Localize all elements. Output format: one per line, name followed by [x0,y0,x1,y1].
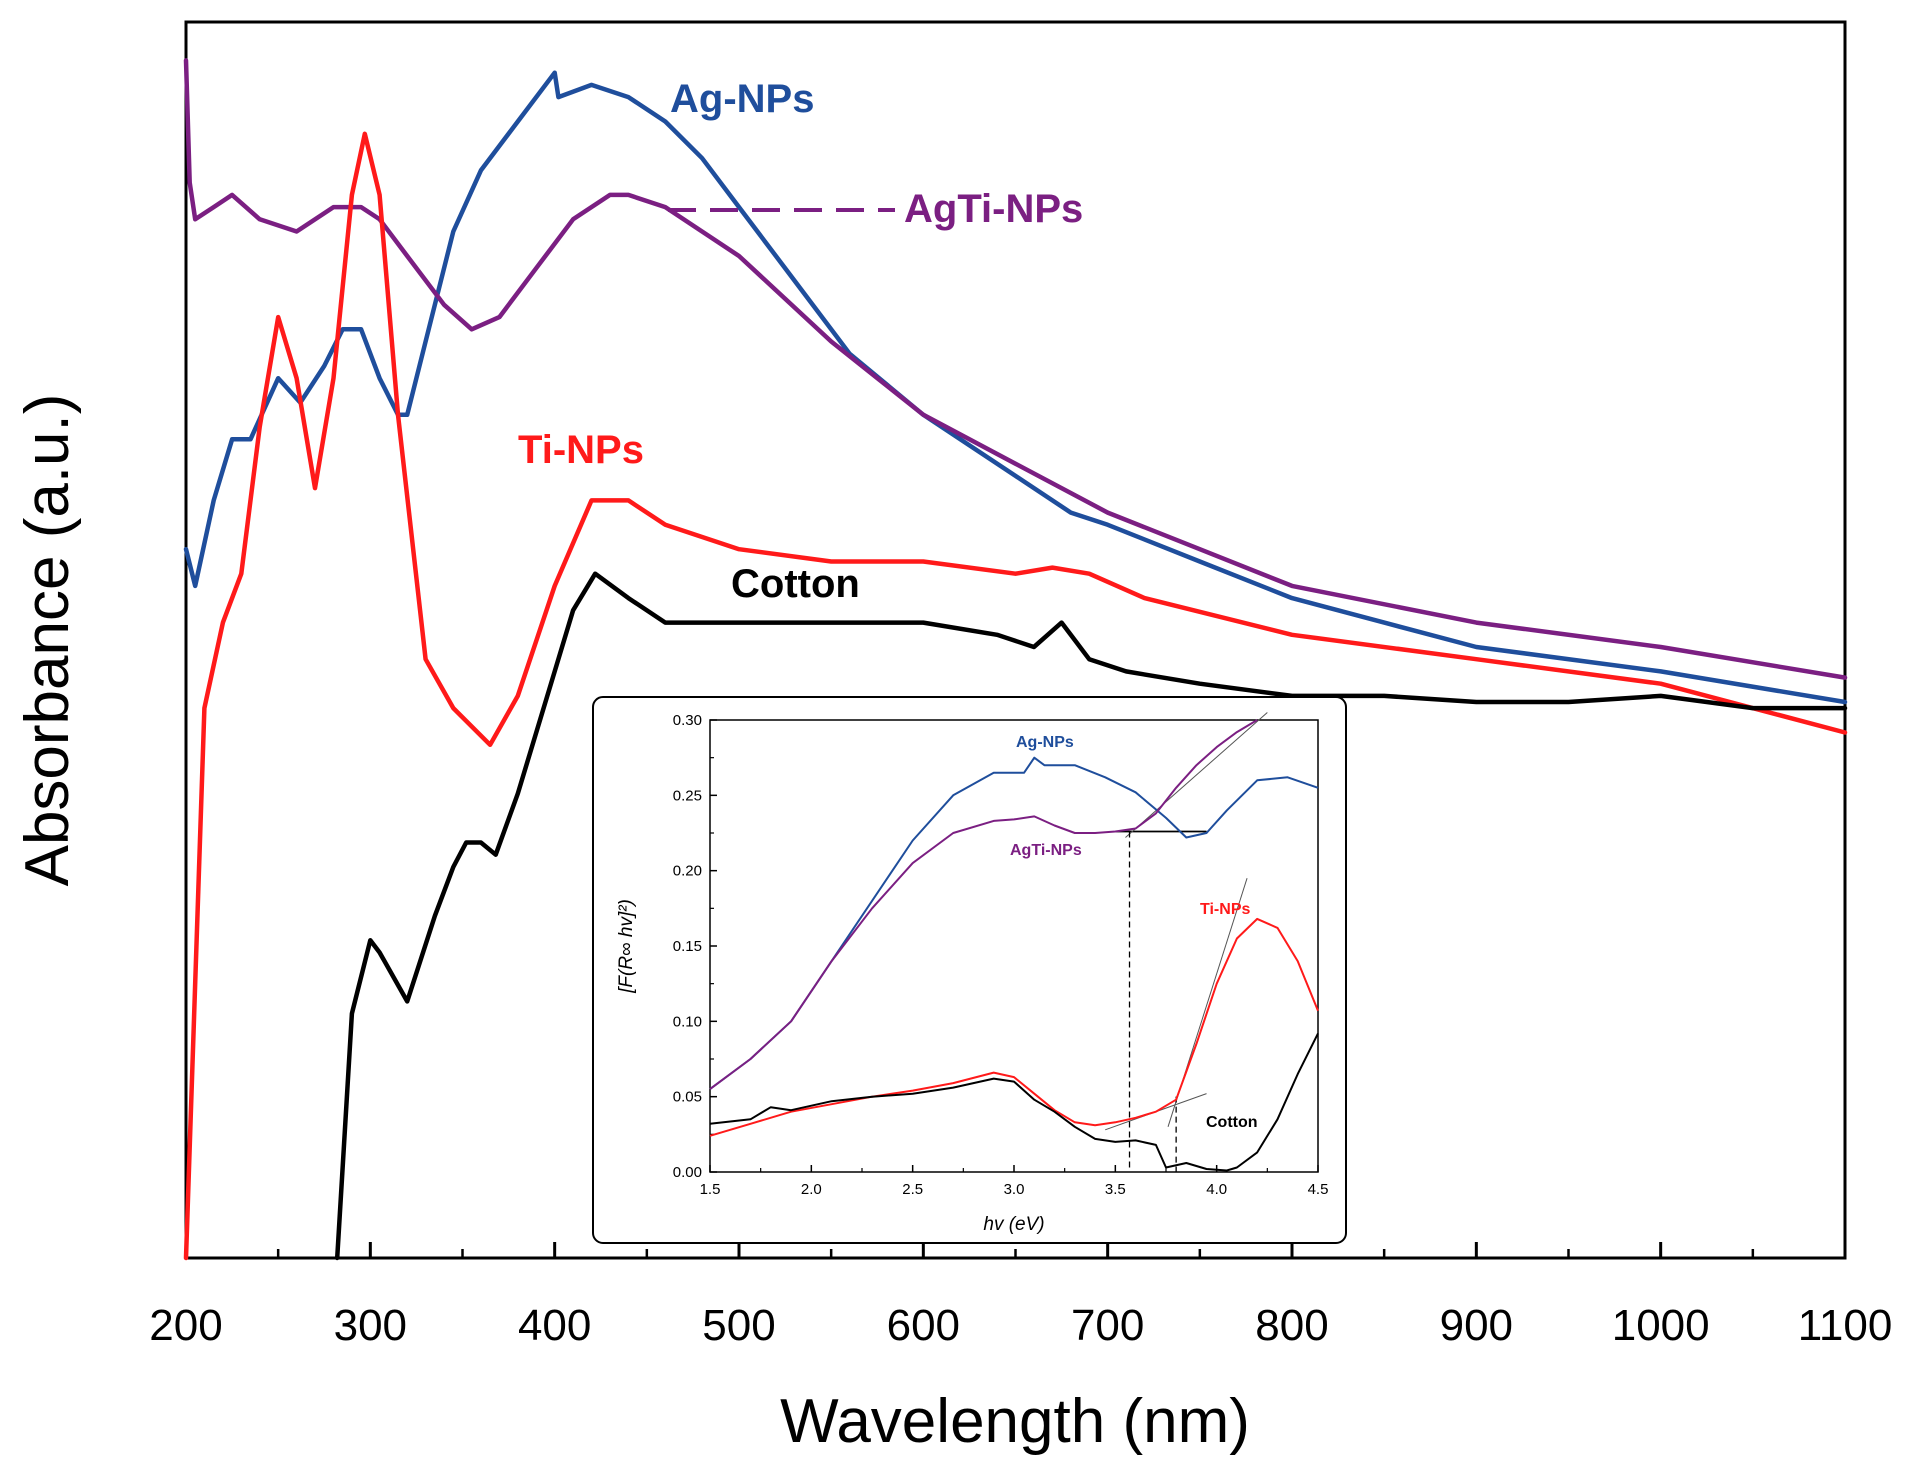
inset-y-tick-label: 0.10 [673,1013,702,1030]
main-x-tick-label: 400 [518,1301,591,1350]
inset-x-tick-label: 2.0 [801,1181,822,1198]
main-series-group [183,58,1848,1261]
main-x-ticks: 200 300 400 500 600 700 800 900 1000 1100 [149,1242,1892,1350]
main-x-tick-label: 1000 [1612,1301,1710,1350]
inset-label-ag-nps: Ag-NPs [1016,734,1074,751]
inset-y-axis-title: [F(R∞ hv]²) [616,899,637,994]
inset-label-cotton: Cotton [1206,1114,1258,1131]
inset-x-tick-label: 1.5 [700,1181,721,1198]
inset-ticks: 1.5 2.0 2.5 3.0 3.5 4.0 4.5 0.00 0.05 0.10 0.15 0.2… [673,712,1329,1198]
inset-series-group [709,719,1319,1172]
main-y-axis-title: Absorbance (a.u.) [13,394,82,887]
fit-line-agti-nps-tangent [1125,712,1268,838]
label-cotton: Cotton [731,562,860,606]
main-x-tick-label: 900 [1440,1301,1513,1350]
inset-y-tick-label: 0.05 [673,1089,702,1106]
inset-series-line-ag-nps [709,756,1319,1090]
inset-series-line-agti-nps [709,719,1258,1090]
inset-y-tick-label: 0.00 [673,1164,702,1181]
main-x-tick-label: 700 [1071,1301,1144,1350]
label-ag-nps: Ag-NPs [670,77,814,121]
main-x-tick-label: 500 [702,1301,775,1350]
series-line-cotton [334,571,1848,1261]
inset-x-axis-title: hv (eV) [983,1214,1044,1235]
inset-plot: 1.5 2.0 2.5 3.0 3.5 4.0 4.5 0.00 0.05 0.10 0.15 0.2… [592,696,1347,1244]
inset-box [592,696,1347,1244]
inset-x-tick-label: 3.5 [1105,1181,1126,1198]
main-x-tick-label: 200 [149,1301,222,1350]
main-x-tick-label: 300 [334,1301,407,1350]
inset-y-tick-label: 0.15 [673,938,702,955]
inset-x-tick-label: 2.5 [902,1181,923,1198]
series-line-ti-nps [183,131,1848,1261]
inset-series-labels: Ag-NPs AgTi-NPs Ti-NPs Cotton [1010,734,1258,1131]
label-agti-nps: AgTi-NPs [904,187,1083,231]
main-plot: 200 300 400 500 600 700 800 900 1000 1100 Ag-NPsA… [13,20,1892,1456]
main-x-tick-label: 800 [1255,1301,1328,1350]
inset-y-tick-label: 0.30 [673,712,702,729]
inset-label-ti-nps: Ti-NPs [1200,901,1250,918]
inset-y-tick-label: 0.25 [673,787,702,804]
series-line-agti-nps [183,58,1848,680]
label-ti-nps: Ti-NPs [518,428,644,472]
inset-label-agti-nps: AgTi-NPs [1010,842,1082,859]
inset-x-tick-label: 4.5 [1308,1181,1329,1198]
main-x-tick-label: 600 [887,1301,960,1350]
inset-y-tick-label: 0.20 [673,863,702,880]
main-x-tick-label: 1100 [1798,1301,1893,1350]
series-line-ag-nps [183,70,1848,705]
inset-x-tick-label: 4.0 [1206,1181,1227,1198]
main-series-labels: Ag-NPs AgTi-NPs Ti-NPs Cotton [518,77,1083,606]
inset-x-tick-label: 3.0 [1004,1181,1025,1198]
inset-series-line-cotton [709,1032,1319,1172]
main-x-axis-title: Wavelength (nm) [780,1387,1250,1456]
